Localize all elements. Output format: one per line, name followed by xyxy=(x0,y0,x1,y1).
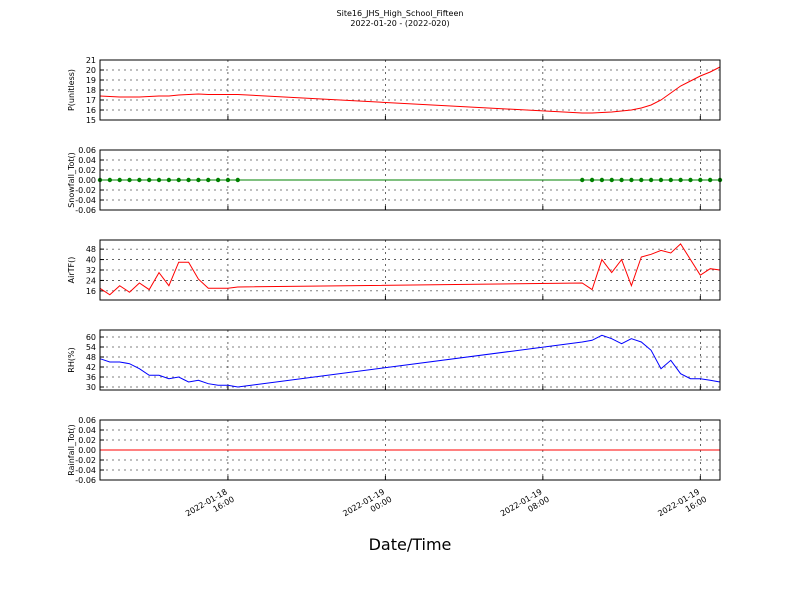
y-tick-label: -0.04 xyxy=(75,466,96,475)
data-point xyxy=(698,177,703,183)
y-axis-label: Rainfall_Tot() xyxy=(67,424,76,476)
y-axis-label: AirTF() xyxy=(67,257,76,284)
y-tick-label: 48 xyxy=(86,245,96,254)
data-point xyxy=(127,177,132,183)
data-point xyxy=(215,177,221,183)
data-point xyxy=(147,177,152,183)
data-point xyxy=(196,177,201,183)
x-axis-label: Date/Time xyxy=(369,535,452,554)
plot-frame xyxy=(99,419,721,481)
y-tick-label: -0.06 xyxy=(75,206,96,215)
y-tick-label: 16 xyxy=(86,106,96,115)
y-tick-label: 0.04 xyxy=(78,156,96,165)
data-point xyxy=(117,177,122,183)
data-point xyxy=(639,177,644,183)
plot-frame xyxy=(99,59,721,121)
y-axis-label: RH(%) xyxy=(67,347,76,372)
data-point xyxy=(599,177,605,183)
data-line xyxy=(99,243,721,296)
y-tick-label: -0.02 xyxy=(75,186,96,195)
data-point xyxy=(137,177,142,183)
data-point xyxy=(668,177,673,183)
y-tick-label: 54 xyxy=(86,343,96,352)
y-tick-label: 15 xyxy=(86,116,96,125)
y-tick-label: 30 xyxy=(86,383,96,392)
y-tick-label: 17 xyxy=(86,96,96,105)
y-tick-label: 21 xyxy=(86,56,96,65)
y-tick-label: 42 xyxy=(86,363,96,372)
plot-frame xyxy=(99,329,721,391)
data-point xyxy=(225,177,231,183)
plot-frame xyxy=(99,239,721,301)
y-tick-label: 0.00 xyxy=(78,446,96,455)
y-tick-label: -0.02 xyxy=(75,456,96,465)
data-line xyxy=(99,66,721,114)
y-tick-label: 60 xyxy=(86,333,96,342)
y-tick-label: 0.06 xyxy=(78,146,96,155)
y-tick-label: 20 xyxy=(86,66,96,75)
y-tick-label: 40 xyxy=(86,256,96,265)
data-point xyxy=(206,177,211,183)
chart-title: Site16_JHS_High_School_Fifteen xyxy=(337,9,464,18)
y-tick-label: 18 xyxy=(86,86,96,95)
data-point xyxy=(166,177,172,183)
data-point xyxy=(658,177,664,183)
y-tick-label: -0.06 xyxy=(75,476,96,485)
y-axis-label: P(unitless) xyxy=(67,69,76,111)
data-point xyxy=(589,177,595,183)
data-point xyxy=(186,177,191,183)
plot-frame xyxy=(99,149,721,211)
data-point xyxy=(107,177,113,183)
y-tick-label: 32 xyxy=(86,266,96,275)
data-line xyxy=(99,334,721,388)
y-tick-label: -0.04 xyxy=(75,196,96,205)
y-tick-label: 0.02 xyxy=(78,166,96,175)
y-tick-label: 19 xyxy=(86,76,96,85)
y-tick-label: 0.00 xyxy=(78,176,96,185)
y-tick-label: 0.02 xyxy=(78,436,96,445)
y-tick-label: 24 xyxy=(86,276,96,285)
data-point xyxy=(176,177,181,183)
data-point xyxy=(580,177,585,183)
data-point xyxy=(609,177,614,183)
data-point xyxy=(648,177,654,183)
data-point xyxy=(619,177,624,183)
data-point xyxy=(235,177,240,183)
y-tick-label: 16 xyxy=(86,287,96,296)
y-tick-label: 48 xyxy=(86,353,96,362)
y-tick-label: 36 xyxy=(86,373,96,382)
chart-subtitle: 2022-01-20 - (2022-020) xyxy=(350,19,449,28)
data-point xyxy=(707,177,713,183)
data-point xyxy=(156,177,162,183)
y-tick-label: 0.04 xyxy=(78,426,96,435)
data-point xyxy=(688,177,693,183)
data-point xyxy=(678,177,683,183)
y-axis-label: Snowfall_Tot() xyxy=(67,152,76,208)
y-tick-label: 0.06 xyxy=(78,416,96,425)
data-point xyxy=(629,177,634,183)
